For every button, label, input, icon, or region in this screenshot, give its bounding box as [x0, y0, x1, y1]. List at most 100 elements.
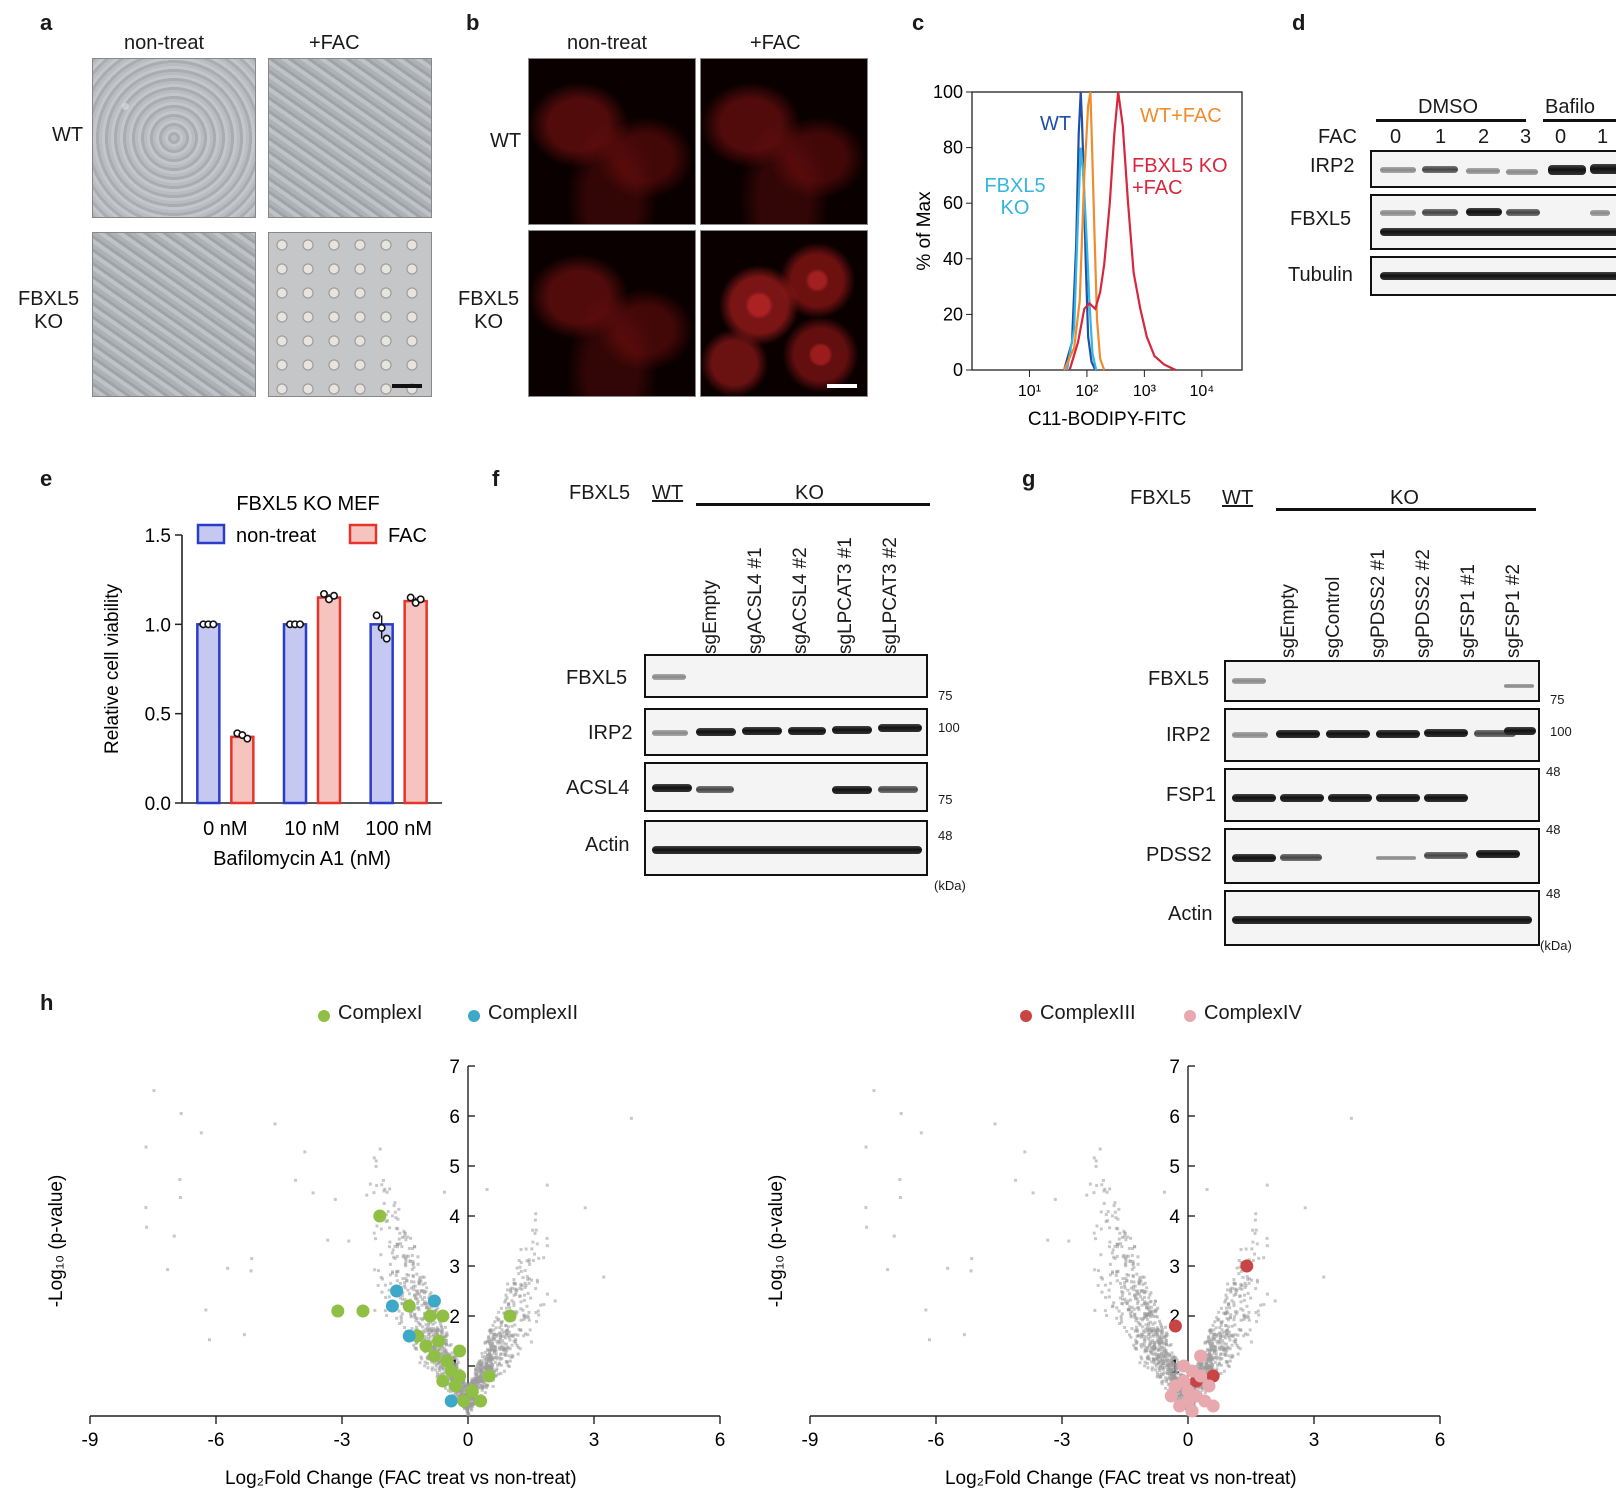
- protein-point: [1136, 1302, 1140, 1306]
- protein-point: [1110, 1271, 1114, 1275]
- protein-point: [333, 1197, 337, 1201]
- protein-point: [1219, 1341, 1223, 1345]
- protein-point: [872, 1089, 876, 1093]
- protein-point: [1128, 1311, 1132, 1315]
- protein-point: [398, 1231, 402, 1235]
- protein-point: [534, 1228, 538, 1232]
- protein-point: [437, 1367, 441, 1371]
- protein-point: [525, 1259, 529, 1263]
- marker-label: 75: [938, 792, 953, 807]
- protein-point: [508, 1347, 512, 1351]
- protein-point: [536, 1309, 540, 1313]
- legend-fbxl5-ko: FBXL5: [984, 175, 1045, 197]
- protein-point: [516, 1333, 520, 1337]
- protein-point: [489, 1339, 493, 1343]
- protein-point: [311, 1191, 315, 1195]
- protein-point: [393, 1244, 397, 1248]
- protein-point: [1158, 1340, 1162, 1344]
- protein-point: [388, 1262, 392, 1266]
- protein-point: [435, 1375, 439, 1379]
- protein-point: [1135, 1297, 1139, 1301]
- protein-point: [490, 1357, 494, 1361]
- protein-point: [434, 1346, 438, 1350]
- point-complexi: [453, 1344, 467, 1358]
- protein-point: [1159, 1345, 1163, 1349]
- blot-row-label: Actin: [585, 834, 630, 856]
- protein-point: [1223, 1311, 1227, 1315]
- protein-point: [494, 1373, 498, 1377]
- protein-point: [475, 1384, 479, 1388]
- protein-point: [368, 1182, 372, 1186]
- protein-point: [1230, 1353, 1234, 1357]
- protein-point: [505, 1348, 509, 1352]
- protein-point: [1246, 1291, 1250, 1295]
- protein-point: [1165, 1354, 1169, 1358]
- protein-point: [1221, 1331, 1225, 1335]
- protein-point: [535, 1320, 539, 1324]
- protein-point: [428, 1293, 432, 1297]
- lane-label: sgEmpty: [1278, 584, 1299, 658]
- micrograph-ko-nontreat: [92, 232, 256, 397]
- y-tick-label: 1.0: [145, 615, 171, 636]
- panel-letter-b: b: [466, 10, 480, 35]
- protein-point: [524, 1332, 528, 1336]
- protein-point: [1254, 1228, 1258, 1232]
- legend-dot: [318, 1010, 330, 1022]
- marker-label: 48: [1546, 822, 1561, 837]
- protein-point: [1166, 1382, 1170, 1386]
- protein-point: [441, 1366, 445, 1370]
- protein-point: [1146, 1328, 1150, 1332]
- protein-point: [426, 1328, 430, 1332]
- fac-value: 3: [1520, 126, 1532, 148]
- protein-point: [1236, 1345, 1240, 1349]
- protein-point: [491, 1335, 495, 1339]
- protein-point: [1154, 1356, 1158, 1360]
- protein-point: [1225, 1328, 1229, 1332]
- protein-point: [520, 1287, 524, 1291]
- protein-point: [394, 1216, 398, 1220]
- x-tick-label: -3: [1054, 1430, 1071, 1451]
- protein-point: [1239, 1307, 1243, 1311]
- protein-point: [455, 1366, 459, 1370]
- protein-point: [1209, 1360, 1213, 1364]
- protein-point: [1239, 1300, 1243, 1304]
- protein-point: [1199, 1366, 1203, 1370]
- protein-point: [1103, 1309, 1107, 1313]
- protein-point: [492, 1328, 496, 1332]
- protein-point: [1155, 1326, 1159, 1330]
- protein-point: [1215, 1333, 1219, 1337]
- protein-point: [1172, 1356, 1176, 1360]
- protein-point: [421, 1282, 425, 1286]
- protein-point: [427, 1333, 431, 1337]
- protein-point: [1101, 1277, 1105, 1281]
- protein-point: [1164, 1339, 1168, 1343]
- protein-point: [208, 1338, 212, 1342]
- protein-point: [1099, 1275, 1103, 1279]
- protein-point: [1193, 1387, 1197, 1391]
- point-complexi: [356, 1304, 370, 1318]
- protein-point: [1108, 1226, 1112, 1230]
- protein-point: [1244, 1332, 1248, 1336]
- point-complexiv: [1177, 1374, 1191, 1388]
- protein-point: [1116, 1227, 1120, 1231]
- protein-point: [385, 1190, 389, 1194]
- protein-point: [508, 1359, 512, 1363]
- protein-point: [1141, 1325, 1145, 1329]
- protein-point: [1208, 1352, 1212, 1356]
- protein-point: [1222, 1345, 1226, 1349]
- protein-point: [1156, 1355, 1160, 1359]
- protein-point: [1209, 1337, 1213, 1341]
- protein-point: [512, 1293, 516, 1297]
- protein-point: [1218, 1336, 1222, 1340]
- protein-point: [400, 1320, 404, 1324]
- point-complexii: [427, 1294, 441, 1308]
- protein-point: [1255, 1278, 1259, 1282]
- protein-point: [1130, 1247, 1134, 1251]
- protein-point: [1262, 1256, 1266, 1260]
- protein-point: [1127, 1273, 1131, 1277]
- blot-row-label: IRP2: [1310, 155, 1355, 177]
- protein-point: [1233, 1282, 1237, 1286]
- bar-fac: [403, 599, 428, 805]
- protein-point: [399, 1242, 403, 1246]
- ko-label: KO: [795, 482, 824, 504]
